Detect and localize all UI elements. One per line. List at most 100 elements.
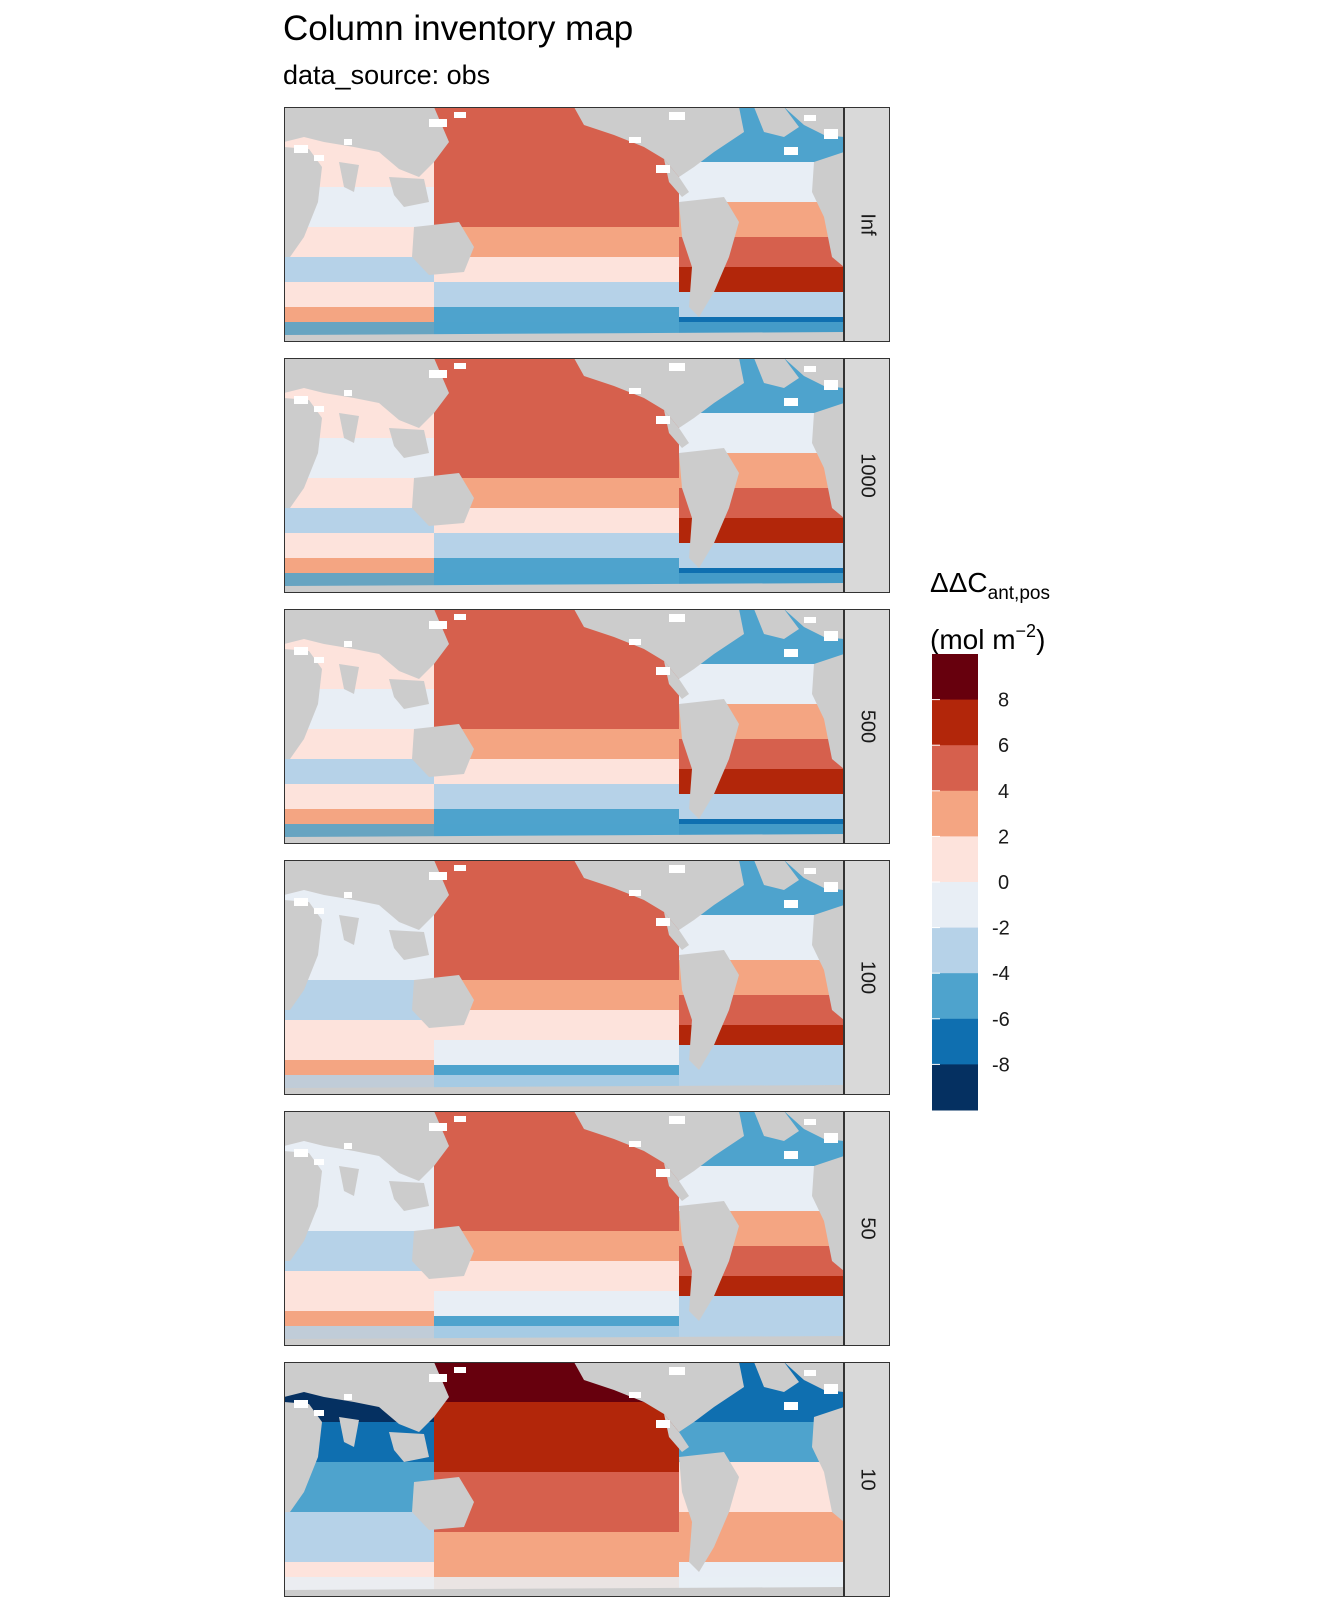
legend-units: (mol m−2) — [930, 614, 1045, 657]
no-data-patch — [344, 1394, 352, 1400]
land-mass — [284, 1151, 322, 1261]
no-data-patch — [314, 1159, 324, 1165]
no-data-patch — [294, 1149, 308, 1157]
legend-swatch — [932, 699, 978, 746]
legend-title-sub: ant,pos — [987, 583, 1050, 604]
no-data-patch — [429, 370, 447, 378]
land-mass — [664, 410, 689, 448]
no-data-patch — [804, 1119, 816, 1125]
no-data-patch — [629, 137, 641, 143]
no-data-patch — [824, 129, 838, 139]
legend-tick-label: 4 — [998, 781, 1009, 803]
no-data-patch — [669, 363, 685, 371]
land-mass — [574, 1111, 744, 1181]
land-mass — [389, 177, 429, 207]
no-data-patch — [824, 1133, 838, 1143]
no-data-patch — [824, 380, 838, 390]
ocean-band-pacific — [434, 1010, 679, 1040]
ocean-band-pacific — [434, 759, 679, 784]
ocean-band-indian — [284, 227, 434, 257]
no-data-patch — [294, 145, 308, 153]
ocean-band-pacific — [434, 669, 679, 729]
land-mass — [412, 724, 474, 777]
no-data-patch — [824, 882, 838, 892]
no-data-patch — [804, 115, 816, 121]
land-mass — [284, 358, 449, 428]
land-mass — [574, 860, 744, 930]
land-mass — [284, 860, 449, 930]
ocean-band-indian — [284, 980, 434, 1020]
no-data-patch — [314, 155, 324, 161]
page-subtitle: data_source: obs — [283, 60, 491, 90]
land-mass — [284, 398, 322, 508]
ocean-band-pacific — [434, 533, 679, 558]
ocean-band-pacific — [434, 1261, 679, 1291]
no-data-patch — [454, 112, 466, 118]
map-svg: 50 — [284, 1111, 890, 1346]
map-svg: 500 — [284, 609, 890, 844]
legend-tick-label: -4 — [992, 963, 1010, 985]
panel-border — [284, 107, 844, 342]
map-svg: 1000 — [284, 358, 890, 593]
legend-swatch — [932, 1018, 978, 1065]
no-data-patch — [344, 641, 352, 647]
land-mass — [412, 1477, 474, 1530]
land-mass — [284, 332, 844, 342]
no-data-patch — [629, 1141, 641, 1147]
legend-swatch — [932, 973, 978, 1020]
ocean-band-indian — [284, 533, 434, 558]
ocean-band-indian — [284, 478, 434, 508]
no-data-patch — [314, 406, 324, 412]
no-data-patch — [804, 1370, 816, 1376]
map-panel: 100 — [284, 860, 890, 1095]
facet-strip-label: 1000 — [857, 453, 879, 498]
land-mass — [754, 107, 799, 137]
no-data-patch — [314, 1410, 324, 1416]
land-mass — [574, 358, 744, 428]
facet-strip — [844, 358, 890, 593]
ocean-band-pacific — [434, 1291, 679, 1316]
land-mass — [754, 860, 799, 890]
land-mass — [812, 905, 844, 1020]
map-panel: 1000 — [284, 358, 890, 593]
legend-units-close: ) — [1036, 624, 1046, 655]
legend-tick-label: -2 — [992, 918, 1010, 940]
land-mass — [754, 1362, 799, 1392]
legend-swatch — [932, 1064, 978, 1111]
panel-border — [284, 358, 844, 593]
no-data-patch — [669, 1116, 685, 1124]
ocean-band-pacific — [434, 508, 679, 533]
no-data-patch — [454, 1367, 466, 1373]
land-mass — [412, 975, 474, 1028]
facet-strip — [844, 1111, 890, 1346]
ocean-band-pacific — [434, 920, 679, 980]
no-data-patch — [656, 918, 670, 926]
no-data-patch — [429, 621, 447, 629]
no-data-patch — [669, 1367, 685, 1375]
legend-swatch — [932, 927, 978, 974]
legend-tick-label: 6 — [998, 735, 1009, 757]
legend-tick-label: 0 — [998, 872, 1009, 894]
no-data-patch — [784, 900, 798, 908]
land-mass — [389, 679, 429, 709]
no-data-patch — [454, 865, 466, 871]
page-title: Column inventory map — [283, 9, 634, 48]
no-data-patch — [429, 1374, 447, 1382]
land-mass — [679, 197, 739, 317]
land-mass — [679, 1201, 739, 1321]
no-data-patch — [669, 614, 685, 622]
land-mass — [679, 1452, 739, 1572]
land-mass — [284, 147, 322, 257]
land-mass — [664, 1414, 689, 1452]
ocean-band-pacific — [434, 980, 679, 1010]
legend-swatch — [932, 882, 978, 929]
land-mass — [339, 915, 359, 945]
no-data-patch — [344, 1143, 352, 1149]
land-mass — [284, 649, 322, 759]
land-mass — [389, 428, 429, 458]
facet-strip-label: Inf — [857, 213, 879, 236]
ocean-band-pacific — [434, 1171, 679, 1231]
land-mass — [284, 834, 844, 844]
no-data-patch — [344, 390, 352, 396]
land-mass — [284, 1402, 322, 1512]
